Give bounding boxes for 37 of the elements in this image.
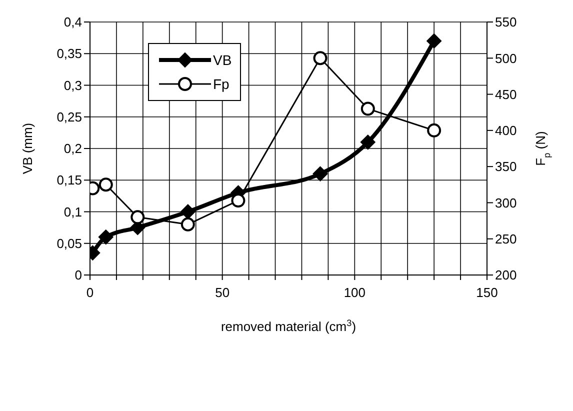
x-tick-label: 150 bbox=[476, 285, 498, 300]
y2-tick-label: 500 bbox=[495, 50, 517, 66]
point bbox=[426, 33, 442, 48]
y-tick-label: 0,05 bbox=[56, 236, 82, 251]
point bbox=[98, 230, 114, 245]
point bbox=[180, 204, 196, 220]
y-tick-label: 0,3 bbox=[64, 78, 82, 93]
x-tick-label: 0 bbox=[86, 285, 94, 300]
point bbox=[231, 194, 246, 208]
y2-tick-label: 200 bbox=[495, 268, 517, 283]
point bbox=[180, 217, 195, 232]
legend-label: Fp bbox=[213, 76, 230, 92]
point bbox=[130, 210, 145, 224]
y2-tick-label: 250 bbox=[495, 231, 517, 246]
point bbox=[360, 102, 375, 116]
point bbox=[98, 178, 113, 192]
x-tick-label: 50 bbox=[215, 285, 230, 300]
y-tick-label: 0,15 bbox=[56, 172, 82, 188]
y-tick-label: 0,1 bbox=[64, 204, 82, 220]
y2-tick-label: 350 bbox=[495, 159, 517, 174]
y2-tick-label: 450 bbox=[495, 86, 517, 102]
y-tick-label: 0,35 bbox=[56, 46, 82, 62]
y2-tick-label: 550 bbox=[495, 14, 517, 30]
y-tick-label: 0,25 bbox=[56, 109, 82, 124]
y-axis-title: VB (mm) bbox=[20, 122, 35, 174]
y2-tick-label: 400 bbox=[495, 123, 517, 138]
y-tick-label: 0,2 bbox=[64, 141, 82, 156]
y-tick-label: 0 bbox=[74, 268, 82, 283]
x-axis-title: removed material (cm$^{3}$) bbox=[220, 318, 356, 334]
point bbox=[312, 166, 328, 182]
point bbox=[313, 51, 328, 66]
point bbox=[360, 134, 376, 150]
y2-tick-label: 300 bbox=[495, 195, 517, 210]
point bbox=[427, 123, 442, 138]
y-tick-label: 0,4 bbox=[64, 14, 82, 30]
x-tick-label: 100 bbox=[344, 285, 366, 300]
legend-label: VB bbox=[213, 52, 232, 68]
